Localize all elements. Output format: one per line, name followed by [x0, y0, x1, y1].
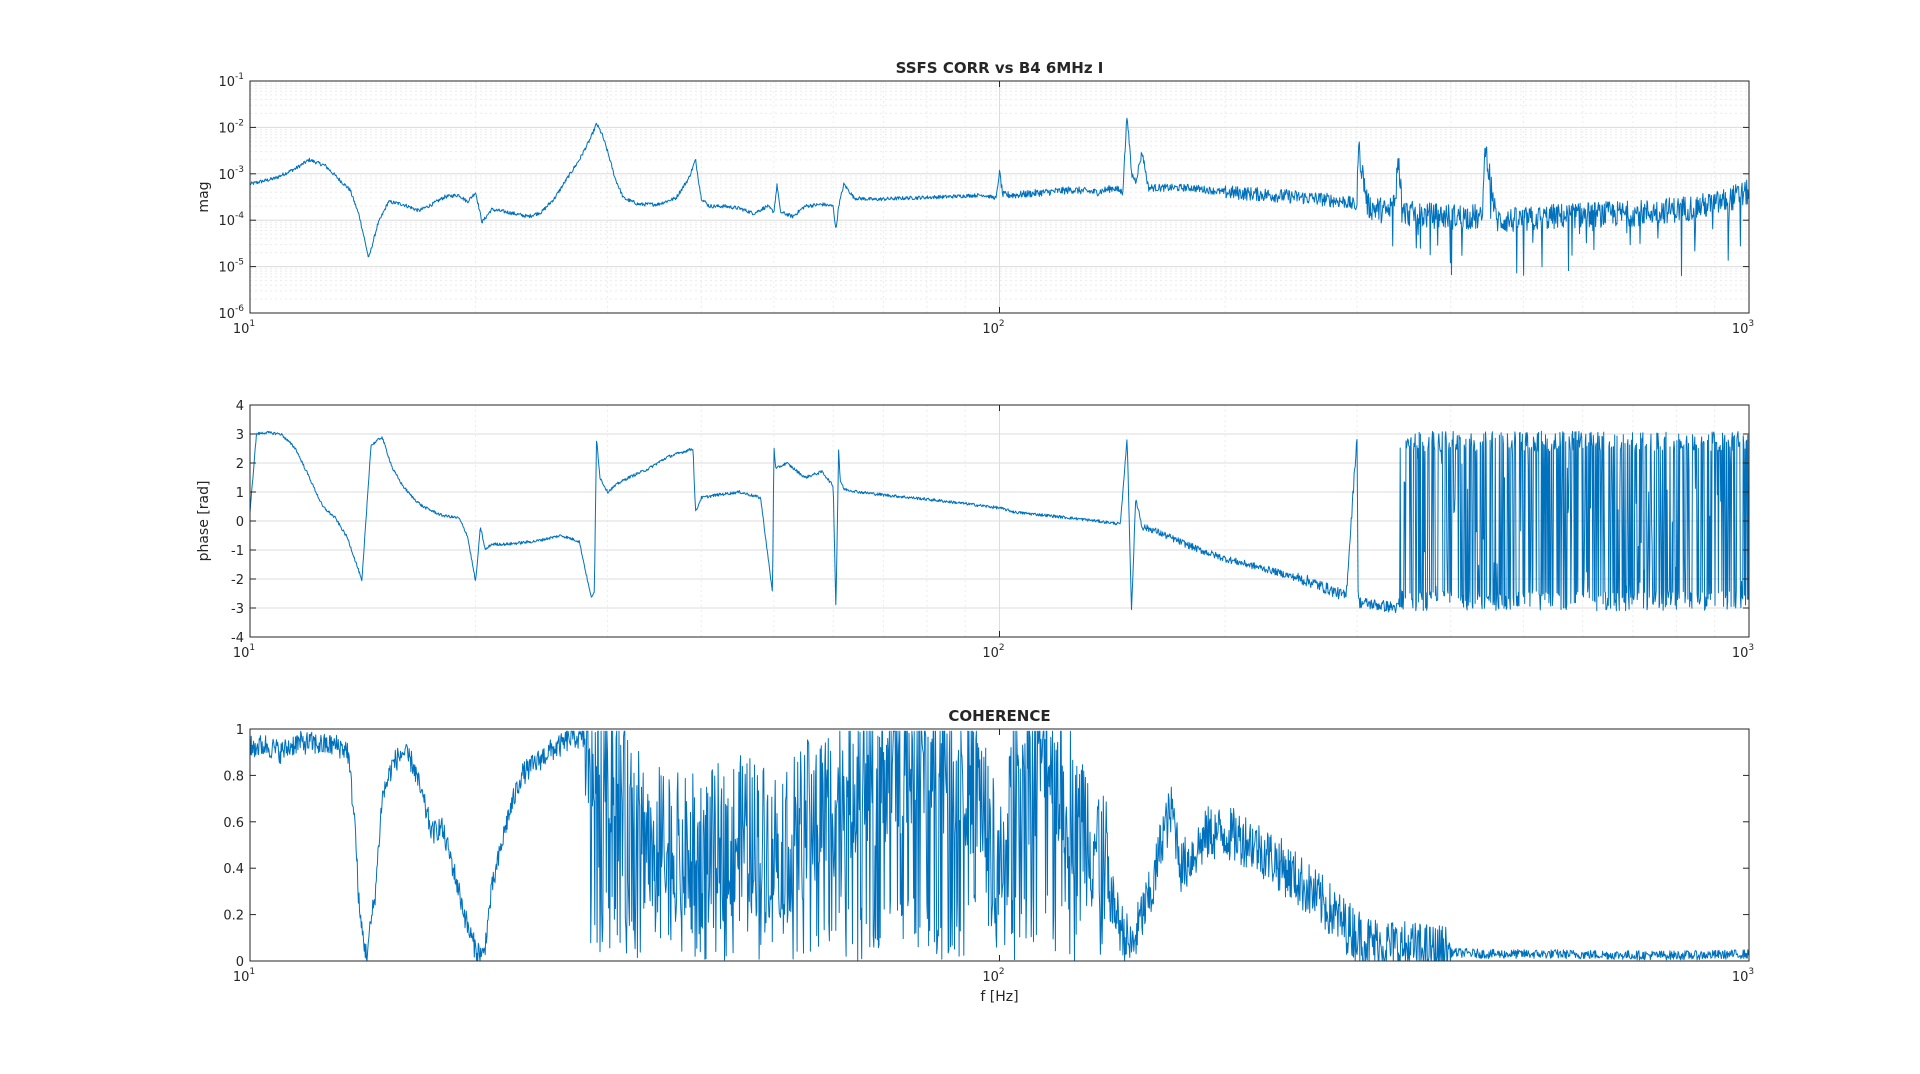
phase-y-tick-base: 2: [236, 457, 244, 472]
mag-x-tick-base: 10: [233, 322, 250, 337]
mag-y-tick-exp: -1: [235, 72, 244, 82]
mag-y-tick-base: 10: [218, 121, 235, 136]
coherence-y-tick-label: 0.2: [223, 909, 244, 924]
coherence-x-tick-exp: 2: [999, 967, 1005, 977]
phase-y-tick-label: 0: [236, 515, 244, 530]
phase-y-tick-label: 4: [236, 399, 244, 414]
coherence-x-label: f [Hz]: [980, 989, 1018, 1005]
coherence-y-tick-base: 1: [236, 723, 244, 738]
phase-x-tick-base: 10: [233, 646, 250, 661]
mag-y-tick-base: 10: [218, 75, 235, 90]
coherence-x-tick-label: 102: [982, 967, 1004, 985]
mag-y-tick-exp: -2: [235, 118, 244, 128]
mag-y-tick-base: 10: [218, 214, 235, 229]
phase-y-tick-base: 0: [236, 515, 244, 530]
mag-title: SSFS CORR vs B4 6MHz I: [896, 59, 1104, 77]
phase-x-tick-label: 102: [982, 643, 1004, 661]
coherence-y-tick-base: 0: [236, 955, 244, 970]
mag-y-tick-base: 10: [218, 261, 235, 276]
mag-y-tick-label: 10-2: [218, 118, 244, 136]
coherence-y-tick-label: 0: [236, 955, 244, 970]
mag-x-tick-label: 101: [233, 319, 255, 337]
phase-y-tick-base: 3: [236, 428, 244, 443]
phase-x-tick-label: 101: [233, 643, 255, 661]
phase-x-tick-exp: 2: [999, 643, 1005, 653]
phase-y-tick-base: -4: [231, 631, 244, 646]
phase-y-label: phase [rad]: [196, 481, 212, 562]
phase-x-tick-exp: 1: [249, 643, 255, 653]
phase-y-tick-base: 4: [236, 399, 244, 414]
coherence-x-tick-base: 10: [982, 970, 999, 985]
mag-x-tick-label: 102: [982, 319, 1004, 337]
mag-x-tick-label: 103: [1732, 319, 1754, 337]
phase-y-tick-base: -2: [231, 573, 244, 588]
mag-series-line: [249, 117, 1750, 277]
coherence-y-tick-label: 0.6: [223, 816, 244, 831]
phase-y-tick-base: -1: [231, 544, 244, 559]
phase-y-tick-label: -2: [231, 573, 244, 588]
phase-y-tick-base: -3: [231, 602, 244, 617]
phase-x-tick-label: 103: [1732, 643, 1754, 661]
coherence-y-tick-label: 0.8: [223, 769, 244, 784]
coherence-y-tick-label: 1: [236, 723, 244, 738]
coherence-y-tick-base: 0.6: [223, 816, 244, 831]
coherence-title: COHERENCE: [948, 707, 1050, 725]
coherence-x-tick-exp: 1: [249, 967, 255, 977]
mag-y-tick-exp: -6: [235, 304, 244, 314]
phase-x-tick-base: 10: [982, 646, 999, 661]
mag-y-tick-label: 10-3: [218, 165, 244, 183]
phase-series-line: [249, 430, 1750, 614]
mag-y-tick-exp: -4: [235, 211, 244, 221]
phase-y-tick-label: -4: [231, 631, 244, 646]
mag-y-tick-base: 10: [218, 307, 235, 322]
mag-y-tick-label: 10-5: [218, 258, 244, 276]
coherence-x-tick-label: 103: [1732, 967, 1754, 985]
mag-x-tick-exp: 1: [249, 319, 255, 329]
mag-y-tick-base: 10: [218, 168, 235, 183]
coherence-y-tick-base: 0.8: [223, 769, 244, 784]
mag-y-tick-label: 10-1: [218, 72, 244, 90]
mag-x-tick-exp: 2: [999, 319, 1005, 329]
mag-x-tick-base: 10: [982, 322, 999, 337]
phase-y-tick-label: 2: [236, 457, 244, 472]
phase-y-tick-label: 1: [236, 486, 244, 501]
phase-y-tick-label: 3: [236, 428, 244, 443]
mag-y-tick-exp: -3: [235, 165, 244, 175]
mag-y-tick-exp: -5: [235, 258, 244, 268]
coherence-y-tick-base: 0.4: [223, 862, 244, 877]
mag-y-label: mag: [196, 181, 212, 212]
coherence-x-tick-base: 10: [1732, 970, 1749, 985]
coherence-x-tick-label: 101: [233, 967, 255, 985]
mag-y-tick-label: 10-4: [218, 211, 244, 229]
coherence-y-tick-label: 0.4: [223, 862, 244, 877]
phase-y-tick-label: -3: [231, 602, 244, 617]
mag-x-tick-exp: 3: [1748, 319, 1754, 329]
coherence-x-tick-exp: 3: [1748, 967, 1754, 977]
phase-x-tick-base: 10: [1732, 646, 1749, 661]
mag-y-tick-label: 10-6: [218, 304, 244, 322]
phase-x-tick-exp: 3: [1748, 643, 1754, 653]
coherence-series-line: [249, 730, 1750, 962]
phase-y-tick-base: 1: [236, 486, 244, 501]
coherence-x-tick-base: 10: [233, 970, 250, 985]
coherence-y-tick-base: 0.2: [223, 909, 244, 924]
phase-y-tick-label: -1: [231, 544, 244, 559]
mag-x-tick-base: 10: [1732, 322, 1749, 337]
